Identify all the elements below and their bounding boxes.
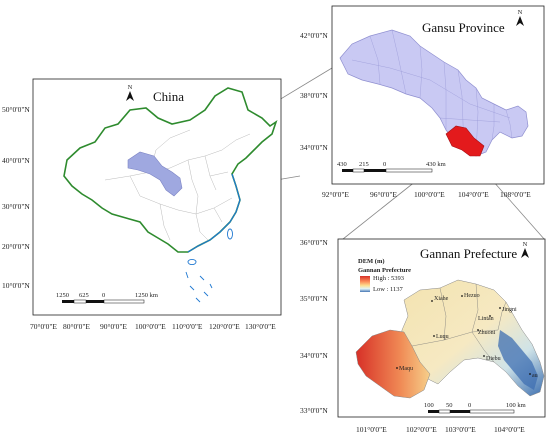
legend-high: High : 5393: [373, 275, 404, 282]
hainan-island: [187, 258, 197, 266]
north-arrow-icon: [516, 16, 524, 26]
legend-subtitle: Gannan Prefecture: [358, 267, 411, 274]
legend-low: Low : 1137: [373, 286, 403, 293]
city-label: Hezuo: [464, 293, 480, 299]
scale-label: 625: [79, 292, 89, 299]
gannan-highlight-gansu: [445, 125, 485, 157]
lon-label: 92°0'0"E: [322, 190, 349, 199]
city-label: Luqu: [436, 334, 449, 340]
gansu-north-arrow: N: [516, 9, 524, 26]
lon-label: 102°0'0"E: [406, 425, 437, 434]
lat-label: 33°0'0"N: [300, 406, 328, 415]
north-arrow-icon: [126, 91, 134, 101]
china-title: China: [153, 89, 184, 104]
china-outline: [63, 87, 278, 253]
lon-label: 90°0'0"E: [100, 322, 127, 331]
taiwan-island: [227, 228, 233, 240]
gansu-lat-labels: 42°0'0"N 38°0'0"N 34°0'0"N: [300, 31, 328, 152]
lon-label: 100°0'0"E: [135, 322, 166, 331]
dem-legend: DEM (m) Gannan Prefecture High : 5393 Lo…: [358, 258, 411, 293]
lat-label: 36°0'0"N: [300, 238, 328, 247]
scale-label: 1250: [56, 292, 69, 299]
lat-label: 38°0'0"N: [300, 91, 328, 100]
china-province-lines: [104, 129, 251, 241]
gansu-title: Gansu Province: [422, 20, 505, 35]
north-arrow-icon: [521, 248, 529, 258]
lat-label: 40°0'0"N: [2, 156, 30, 165]
north-label: N: [523, 241, 528, 248]
gannan-county-lines: [411, 283, 507, 363]
lat-label: 34°0'0"N: [300, 351, 328, 360]
gansu-panel: Gansu Province N 42°0'0"N 38°0'0"N 34°0'…: [300, 5, 545, 199]
scale-label: 100 km: [506, 402, 526, 409]
scale-label: 0: [468, 402, 471, 409]
city-label: Lintan: [478, 316, 494, 322]
lon-label: 103°0'0"E: [445, 425, 476, 434]
scale-label: 1250 km: [135, 292, 158, 299]
gannan-scale-bar: 100 50 0 100 km: [424, 402, 526, 414]
north-label: N: [518, 9, 523, 16]
china-north-arrow: N: [126, 84, 134, 101]
gansu-lon-labels: 92°0'0"E 96°0'0"E 100°0'0"E 104°0'0"E 10…: [322, 190, 531, 199]
lon-label: 104°0'0"E: [458, 190, 489, 199]
gannan-lon-labels: 101°0'0"E 102°0'0"E 103°0'0"E 104°0'0"E: [356, 425, 525, 434]
legend-title: DEM (m): [358, 258, 385, 265]
scale-label: 50: [446, 402, 453, 409]
lon-label: 96°0'0"E: [370, 190, 397, 199]
lon-label: 130°0'0"E: [245, 322, 276, 331]
lon-label: 101°0'0"E: [356, 425, 387, 434]
gansu-scale-bar: 430 215 0 430 km: [337, 161, 446, 173]
lat-label: 42°0'0"N: [300, 31, 328, 40]
city-label: au: [532, 373, 538, 379]
city-label: Jingni: [502, 307, 517, 313]
north-label: N: [128, 84, 133, 91]
gannan-cities: Xiahe Hezuo Lintan Zhuoni Luqu Maqu Dieb…: [396, 293, 538, 379]
lat-label: 35°0'0"N: [300, 294, 328, 303]
city-label: Maqu: [399, 366, 413, 372]
china-lat-labels: 50°0'0"N 40°0'0"N 30°0'0"N 20°0'0"N 10°0…: [2, 105, 30, 290]
scale-label: 0: [383, 161, 386, 168]
lon-label: 104°0'0"E: [494, 425, 525, 434]
gannan-title: Gannan Prefecture: [420, 246, 517, 261]
gannan-panel: Xiahe Hezuo Lintan Zhuoni Luqu Maqu Dieb…: [300, 238, 546, 434]
gansu-province-shape: [339, 29, 529, 157]
gannan-dem-west: [355, 329, 431, 399]
china-panel: China N 50°0'0"N 40°0'0"N 30°0'0"N 20°0'…: [2, 78, 282, 331]
lat-label: 20°0'0"N: [2, 242, 30, 251]
china-lon-labels: 70°0'0"E 80°0'0"E 90°0'0"E 100°0'0"E 110…: [30, 322, 276, 331]
gansu-highlight-china: [127, 151, 183, 197]
lat-label: 50°0'0"N: [2, 105, 30, 114]
gannan-north-arrow: N: [521, 241, 529, 258]
lon-label: 70°0'0"E: [30, 322, 57, 331]
scale-label: 430: [337, 161, 347, 168]
scale-label: 100: [424, 402, 434, 409]
legend-color-ramp: [360, 276, 370, 292]
city-label: Zhuoni: [478, 330, 496, 336]
lon-label: 110°0'0"E: [172, 322, 203, 331]
gannan-dem-lowland: [498, 330, 538, 390]
lat-label: 30°0'0"N: [2, 202, 30, 211]
lon-label: 100°0'0"E: [414, 190, 445, 199]
lon-label: 108°0'0"E: [500, 190, 531, 199]
lat-label: 34°0'0"N: [300, 143, 328, 152]
scale-label: 215: [359, 161, 369, 168]
lat-label: 10°0'0"N: [2, 281, 30, 290]
gannan-lat-labels: 36°0'0"N 35°0'0"N 34°0'0"N 33°0'0"N: [300, 238, 328, 415]
scale-label: 0: [102, 292, 105, 299]
city-label: Xiahe: [434, 296, 449, 302]
china-coastline: [187, 173, 241, 253]
scale-label: 430 km: [426, 161, 446, 168]
gansu-county-lines: [351, 29, 513, 157]
south-china-sea-islands: [185, 271, 213, 303]
lon-label: 80°0'0"E: [63, 322, 90, 331]
city-label: Diebu: [486, 356, 501, 362]
china-scale-bar: 1250 625 0 1250 km: [56, 292, 158, 304]
lon-label: 120°0'0"E: [209, 322, 240, 331]
